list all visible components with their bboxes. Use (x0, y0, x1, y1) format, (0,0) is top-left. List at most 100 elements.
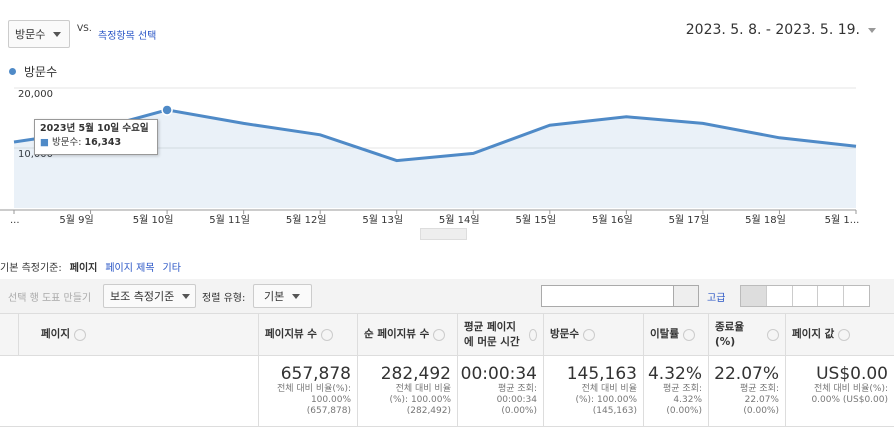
x-tick-label: 5월 18일 (745, 214, 786, 226)
table-header (0, 313, 894, 356)
dimension-option[interactable]: 페이지 제목 (105, 263, 155, 274)
total-value: 282,492 (380, 364, 451, 384)
search-input[interactable] (541, 285, 674, 307)
column-title: 방문수 (550, 328, 579, 340)
dimension-label: 기본 측정기준: (0, 263, 62, 274)
total-note: 평균 조회: (739, 384, 779, 394)
tooltip: 2023년 5월 10일 수요일 ■ 방문수: 16,343 (34, 119, 158, 155)
x-tick-label: 5월 13일 (362, 214, 403, 226)
total-note: 00:00:34 (496, 395, 537, 405)
x-tick-label: 5월 1... (825, 214, 860, 226)
secondary-dimension[interactable]: 보조 측정기준 (103, 284, 196, 308)
legend-swatch (9, 68, 16, 75)
column-header: 방문수 (543, 313, 643, 356)
column-header: 이탈률 (643, 313, 708, 356)
advanced-link[interactable]: 고급 (707, 293, 726, 304)
x-tick-label: 5월 12일 (286, 214, 327, 226)
tooltip-row: ■ 방문수: 16,343 (40, 137, 122, 148)
total-cell: 657,878 전체 대비 비율(%): 100.00% (657,878) (258, 356, 357, 427)
total-note: 평균 조회: (497, 384, 537, 394)
view-table[interactable] (741, 286, 767, 306)
total-note: (0.00%) (666, 406, 702, 416)
metric-button-label: 방문수 (15, 28, 46, 41)
help-icon (838, 328, 851, 341)
metric-button[interactable]: 방문수 (8, 20, 70, 48)
help-icon (529, 328, 537, 341)
date-range[interactable]: 2023. 5. 8. - 2023. 5. 19. (686, 22, 876, 38)
create-chart: 선택 행 도표 만들기 (8, 293, 92, 304)
total-note: 100.00% (310, 395, 351, 405)
area (14, 109, 856, 208)
x-tick-label: 5월 9일 (59, 214, 93, 226)
date-range-label: 2023. 5. 8. - 2023. 5. 19. (685, 22, 860, 38)
dimension-option[interactable]: 기타 (162, 263, 181, 274)
x-tick-label: 5월 15일 (515, 214, 556, 226)
select-metric[interactable]: 측정항목 선택 (98, 31, 157, 42)
total-cell: US$0.00 전체 대비 비율(%): 0.00% (US$0.00) (785, 356, 894, 427)
help-icon (433, 328, 446, 341)
x-tick-label: ... (10, 215, 20, 226)
total-note: 전체 대비 비율 (581, 384, 637, 394)
total-note: 4.32% (673, 395, 702, 405)
column-title: 페이지뷰 수 (265, 328, 317, 340)
column-header: 페이지 값 (785, 313, 894, 356)
column-title: 페이지 (41, 328, 70, 340)
tooltip-value: 16,343 (84, 137, 122, 148)
x-tick-label: 5월 16일 (592, 214, 633, 226)
total-note: 0.00% (US$0.00) (811, 395, 888, 405)
total-value: 4.32% (647, 364, 702, 384)
sort-value: 기본 (264, 290, 285, 303)
total-note: (657,878) (306, 406, 351, 416)
checkbox-cell (0, 313, 18, 356)
column-title: 페이지 값 (792, 328, 835, 340)
view-pivot[interactable] (844, 286, 869, 306)
line (13, 108, 857, 163)
column-header: 종료율(%) (708, 313, 785, 356)
x-tick-label: 5월 14일 (439, 214, 480, 226)
view-bar[interactable] (793, 286, 819, 306)
column-header: 페이지뷰 수 (258, 313, 357, 356)
dimension-option[interactable]: 페이지 (69, 263, 98, 274)
y-tick-label: 20,000 (18, 89, 53, 100)
total-note: 22.07% (744, 395, 779, 405)
sort-label: 정렬 유형: (202, 293, 246, 304)
total-note: (282,492) (406, 406, 451, 416)
total-cell: 22.07% 평균 조회: 22.07% (0.00%) (708, 356, 785, 427)
total-value: US$0.00 (816, 364, 888, 384)
view-compare[interactable] (818, 286, 845, 306)
vs-label: VS. (77, 24, 92, 34)
x-tick-label: 5월 11일 (209, 214, 250, 226)
total-value: 22.07% (714, 364, 779, 384)
column-header: 페이지 (18, 313, 258, 356)
total-value: 00:00:34 (460, 364, 537, 384)
total-value: 145,163 (566, 364, 637, 384)
total-note: 전체 대비 비율 (395, 384, 451, 394)
total-cell: 4.32% 평균 조회: 4.32% (0.00%) (643, 356, 708, 427)
collapse-tab[interactable] (420, 228, 467, 240)
view-pie[interactable] (767, 286, 793, 306)
tooltip-label: 방문수: (52, 137, 82, 148)
total-note: 전체 대비 비율(%): (276, 384, 351, 394)
total-note: (145,163) (592, 406, 637, 416)
column-title: 순 페이지뷰 수 (364, 328, 430, 340)
total-note: 평균 조회: (662, 384, 702, 394)
total-note: (0.00%) (743, 406, 779, 416)
view-switcher (740, 285, 870, 307)
column-title: 이탈률 (650, 328, 679, 340)
total-value: 657,878 (280, 364, 351, 384)
column-title: 평균 페이지에 머문 시간 (464, 320, 520, 348)
tooltip-title: 2023년 5월 10일 수요일 (40, 123, 149, 134)
legend-label: 방문수 (24, 65, 58, 79)
search-button[interactable] (673, 285, 699, 307)
column-title: 종료율(%) (715, 320, 744, 348)
total-cell: 145,163 전체 대비 비율 (%): 100.00% (145,163) (543, 356, 643, 427)
total-cell: 00:00:34 평균 조회: 00:00:34 (0.00%) (457, 356, 543, 427)
help-icon (582, 328, 595, 341)
checkbox-cell (0, 356, 18, 427)
help-icon (767, 328, 779, 341)
column-header: 순 페이지뷰 수 (357, 313, 457, 356)
sort-button[interactable]: 기본 (253, 284, 312, 308)
total-cell: 282,492 전체 대비 비율 (%): 100.00% (282,492) (357, 356, 457, 427)
total-note: (0.00%) (501, 406, 537, 416)
